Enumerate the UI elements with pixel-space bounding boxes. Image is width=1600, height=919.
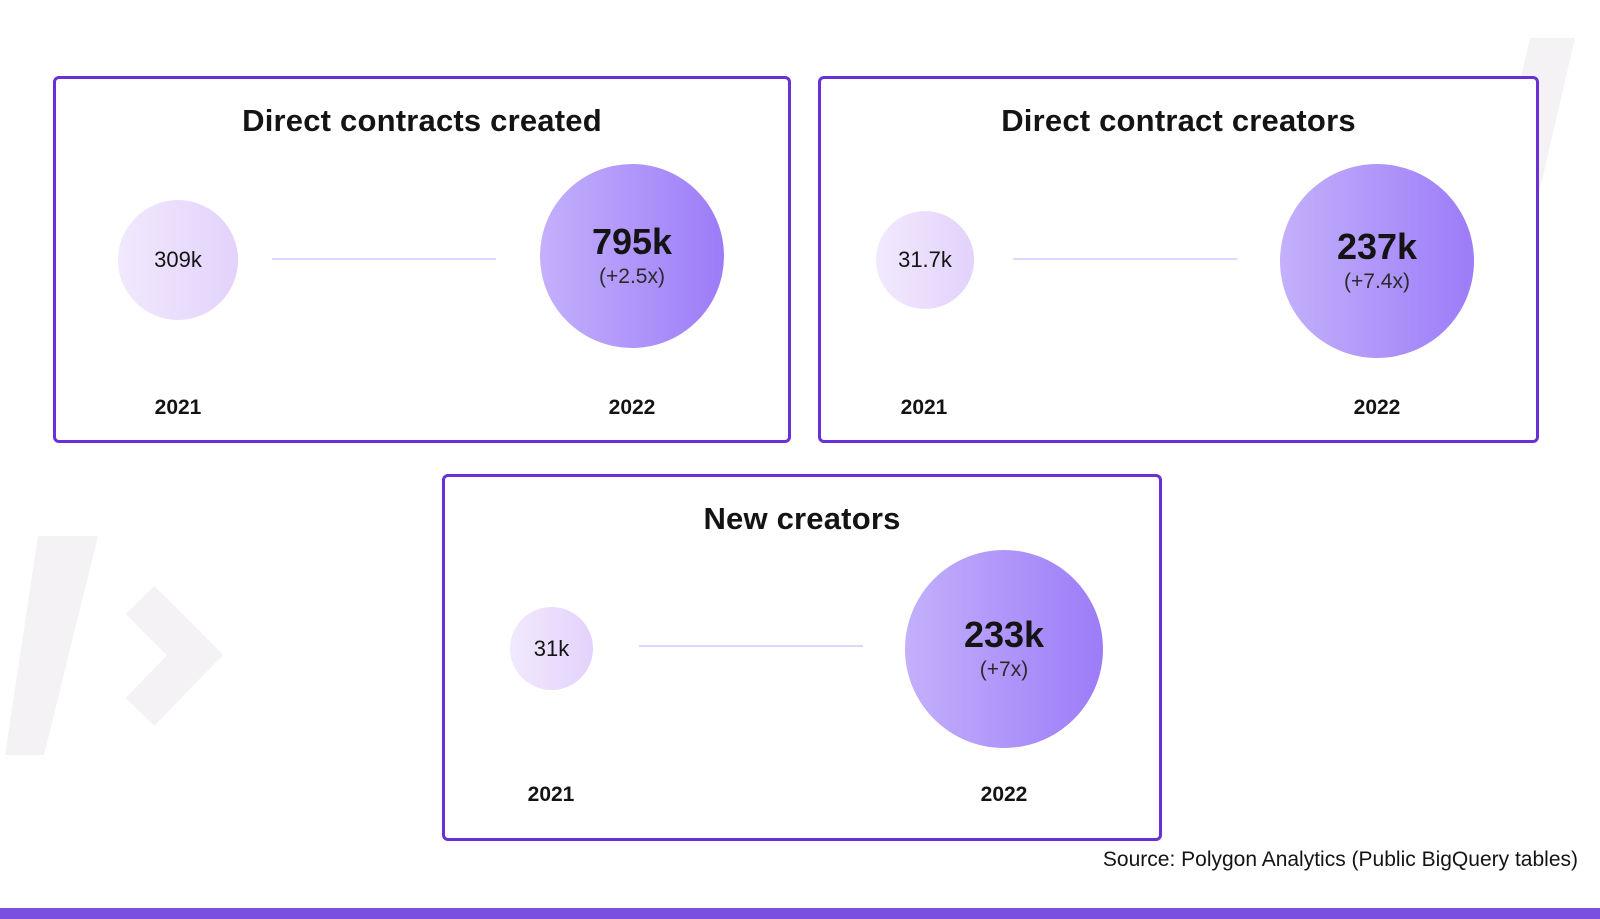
growth-label: (+7.4x) — [1344, 269, 1410, 293]
bubble-2021: 309k — [118, 200, 238, 320]
year-label-2022: 2022 — [608, 396, 656, 419]
value-label-2022: 795k — [591, 221, 673, 263]
bubble-2021: 31k — [510, 607, 593, 690]
bubble-2021: 31.7k — [876, 211, 974, 309]
year-label-2022: 2022 — [1353, 396, 1401, 419]
value-label-2021: 31k — [533, 635, 570, 661]
year-label-2021: 2021 — [154, 396, 202, 419]
value-label-2021: 309k — [154, 247, 202, 272]
year-label-2022: 2022 — [980, 783, 1028, 806]
deco-chevron-left — [125, 585, 224, 726]
growth-label: (+2.5x) — [599, 264, 665, 288]
year-label-2021: 2021 — [527, 783, 575, 806]
connector-line — [272, 258, 496, 260]
panel-title: Direct contracts created — [242, 103, 602, 138]
connector-line — [1013, 258, 1237, 260]
year-label-2021: 2021 — [900, 396, 948, 419]
source-note: Source: Polygon Analytics (Public BigQue… — [1102, 848, 1578, 871]
bubble-2022: 795k (+2.5x) — [540, 164, 724, 348]
bubble-2022: 237k (+7.4x) — [1280, 164, 1474, 358]
growth-label: (+7x) — [979, 657, 1029, 681]
bottom-accent-bar — [0, 908, 1600, 919]
value-label-2022: 233k — [963, 614, 1045, 656]
value-label-2021: 31.7k — [898, 247, 952, 272]
panel-title: New creators — [703, 501, 901, 536]
panel-direct-contract-creators: Direct contract creators 31.7k 237k (+7.… — [818, 76, 1539, 443]
panel-new-creators: New creators 31k 233k (+7x) 2021 2022 — [442, 474, 1162, 841]
connector-line — [639, 645, 863, 647]
panel-direct-contracts-created: Direct contracts created 309k 795k (+2.5… — [53, 76, 791, 443]
panel-title: Direct contract creators — [1001, 103, 1356, 138]
value-label-2022: 237k — [1336, 226, 1418, 268]
deco-slash-left — [5, 536, 98, 755]
bubble-2022: 233k (+7x) — [905, 550, 1103, 748]
